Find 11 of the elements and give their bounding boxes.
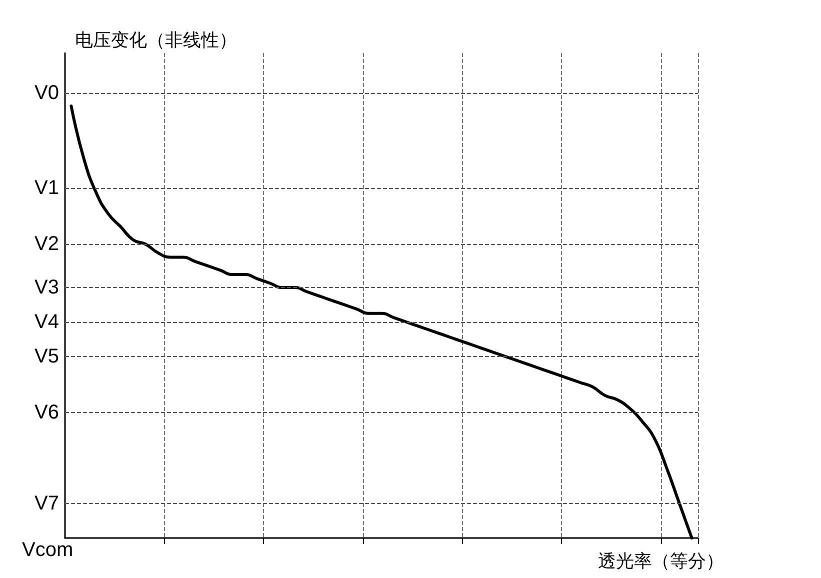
ref-line-label: V1 xyxy=(34,177,59,200)
ref-line-label: V5 xyxy=(34,346,59,368)
x-axis-title: 透光率（等分） xyxy=(598,551,724,571)
ref-line-label: V4 xyxy=(34,311,59,334)
ref-line-label: V2 xyxy=(34,233,59,256)
ref-line-label: V7 xyxy=(34,492,59,514)
ref-line-label: V0 xyxy=(34,82,59,104)
ref-line-label: V6 xyxy=(34,402,59,424)
y-axis-title: 电压变化（非线性） xyxy=(75,30,237,50)
ref-line-label: V3 xyxy=(34,276,59,298)
text: Vcom xyxy=(22,539,74,561)
